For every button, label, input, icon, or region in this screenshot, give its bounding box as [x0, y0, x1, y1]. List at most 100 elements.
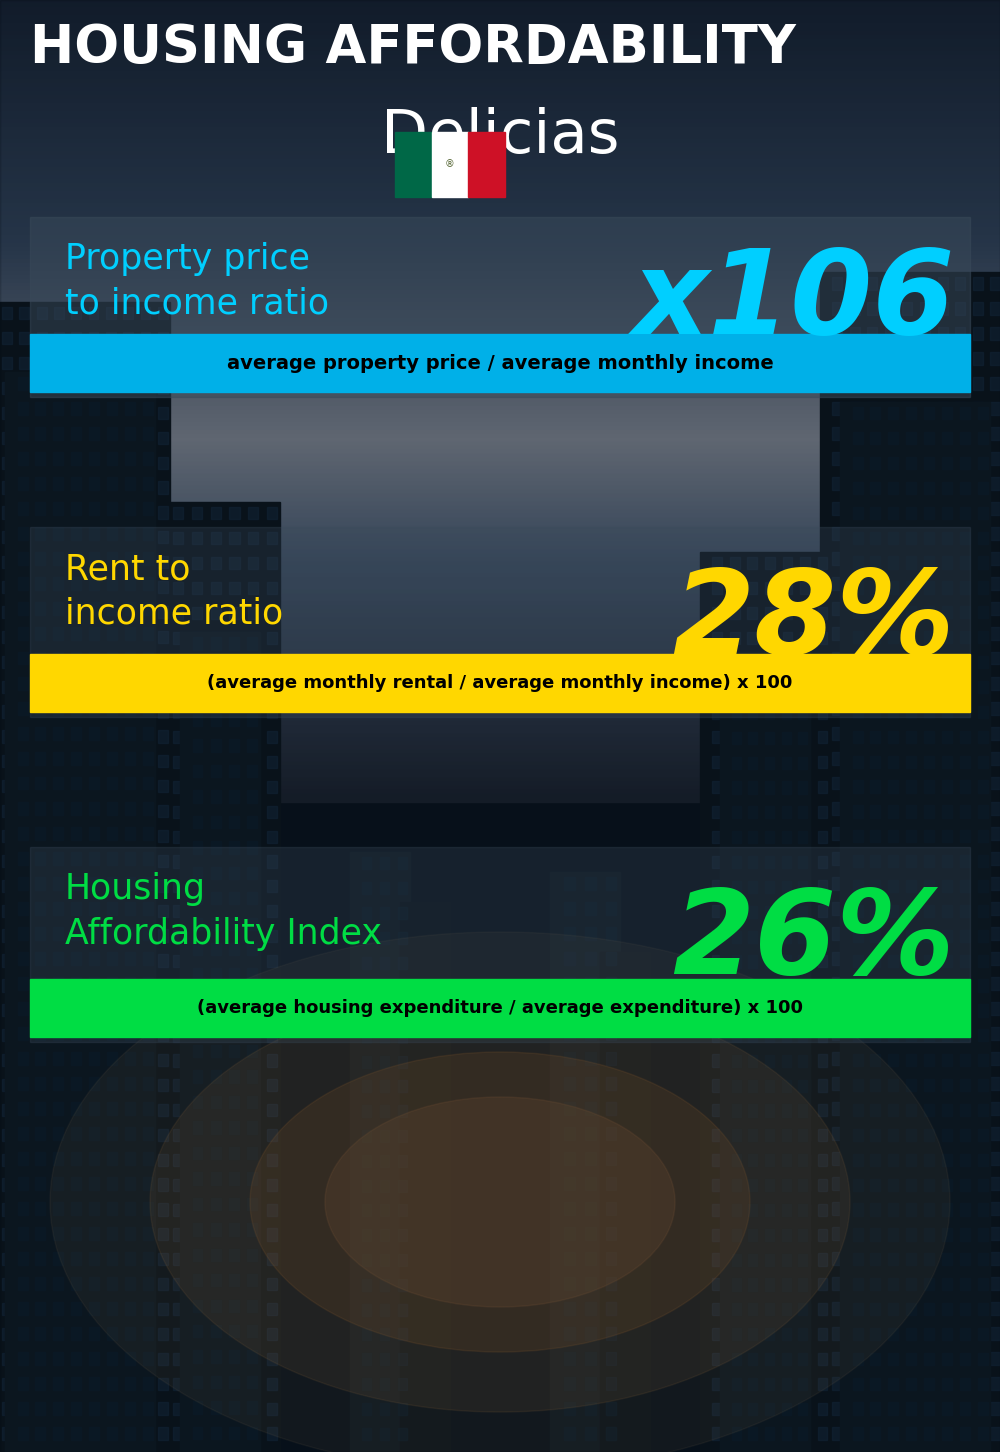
Bar — [748, 1427, 757, 1439]
Bar — [850, 902, 860, 915]
Bar — [173, 507, 183, 520]
Bar — [920, 727, 930, 739]
Bar — [832, 527, 842, 540]
Bar — [0, 526, 1000, 534]
Bar — [54, 482, 64, 494]
Bar — [924, 855, 934, 867]
Bar — [0, 46, 1000, 55]
Bar — [89, 905, 98, 916]
Bar — [362, 908, 371, 919]
Bar — [765, 1253, 774, 1266]
Bar — [850, 427, 860, 440]
Bar — [0, 295, 1000, 302]
Bar — [924, 755, 934, 768]
Bar — [173, 756, 183, 768]
Bar — [173, 955, 183, 967]
Bar — [798, 1228, 807, 1241]
Bar — [71, 1102, 81, 1115]
Bar — [765, 707, 774, 719]
Bar — [0, 343, 1000, 350]
Bar — [0, 534, 1000, 543]
Bar — [0, 254, 1000, 263]
Bar — [747, 1353, 757, 1365]
Bar — [832, 1427, 842, 1439]
Bar — [53, 1027, 63, 1040]
Bar — [125, 703, 135, 714]
Bar — [906, 1005, 916, 1016]
Bar — [606, 1153, 616, 1165]
Bar — [247, 918, 257, 929]
Bar — [0, 635, 1000, 642]
Bar — [852, 681, 862, 693]
Bar — [106, 407, 116, 420]
Bar — [585, 1227, 596, 1240]
Bar — [30, 653, 970, 711]
Bar — [2, 507, 12, 518]
Bar — [89, 977, 99, 989]
Bar — [783, 831, 792, 842]
Bar — [123, 1079, 133, 1090]
Bar — [211, 1054, 221, 1067]
Bar — [0, 411, 1000, 418]
Bar — [990, 603, 1000, 614]
Bar — [248, 1302, 258, 1316]
Bar — [748, 881, 757, 893]
Bar — [141, 1128, 150, 1141]
Bar — [564, 928, 575, 939]
Bar — [870, 730, 880, 743]
Bar — [885, 802, 895, 815]
Bar — [885, 627, 895, 639]
Bar — [54, 1302, 64, 1316]
Bar — [867, 802, 877, 815]
Bar — [748, 1154, 757, 1166]
Bar — [380, 1031, 389, 1043]
Bar — [106, 780, 116, 793]
Bar — [362, 1179, 371, 1192]
Bar — [747, 1302, 757, 1316]
Bar — [143, 677, 152, 690]
Bar — [158, 855, 168, 867]
Bar — [906, 1079, 916, 1092]
Bar — [747, 1253, 757, 1266]
Bar — [89, 727, 99, 739]
Bar — [247, 1096, 257, 1108]
Bar — [141, 1179, 150, 1191]
Bar — [712, 756, 722, 768]
Bar — [870, 1079, 880, 1092]
Bar — [938, 1427, 948, 1439]
Bar — [730, 607, 740, 619]
Bar — [748, 1228, 757, 1241]
Bar — [798, 906, 807, 918]
Bar — [888, 706, 898, 717]
Bar — [732, 955, 741, 967]
Bar — [0, 115, 1000, 123]
Bar — [564, 1403, 575, 1414]
Bar — [158, 357, 168, 369]
Bar — [2, 1104, 12, 1117]
Bar — [0, 621, 1000, 630]
Bar — [712, 558, 722, 569]
Bar — [37, 1079, 47, 1090]
Bar — [362, 1279, 371, 1291]
Bar — [960, 1302, 970, 1316]
Bar — [123, 1427, 133, 1439]
Bar — [71, 1128, 81, 1141]
Bar — [19, 905, 29, 916]
Bar — [18, 1327, 28, 1340]
Bar — [248, 1054, 258, 1067]
Bar — [229, 1353, 240, 1365]
Bar — [248, 558, 258, 569]
Bar — [71, 1178, 81, 1189]
Bar — [712, 1278, 722, 1291]
Bar — [765, 831, 774, 844]
Bar — [35, 752, 45, 765]
Bar — [902, 727, 912, 739]
Bar — [818, 931, 827, 942]
Bar — [798, 980, 807, 992]
Bar — [229, 1070, 239, 1083]
Bar — [53, 603, 63, 614]
Bar — [53, 1077, 63, 1089]
Bar — [211, 781, 221, 793]
Bar — [143, 1327, 152, 1340]
Bar — [920, 1053, 930, 1064]
